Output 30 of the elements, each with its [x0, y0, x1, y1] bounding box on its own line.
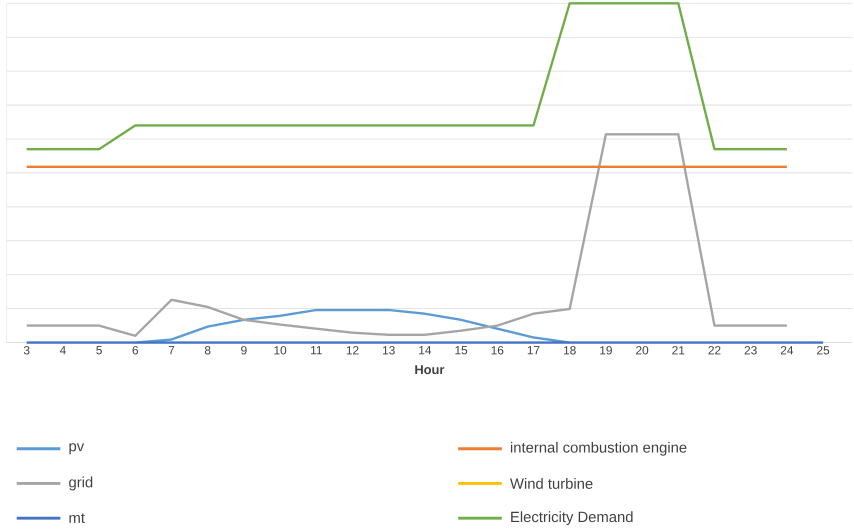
- x-tick-label: 20: [636, 346, 648, 354]
- x-tick-label: 3: [24, 346, 30, 354]
- x-tick-label: 15: [455, 346, 468, 354]
- legend-label: internal combustion engine: [510, 442, 686, 456]
- x-tick-label: 25: [817, 346, 830, 354]
- legend-label: grid: [69, 476, 92, 490]
- legend-label: mt: [69, 513, 85, 523]
- x-axis-title: Hour: [415, 365, 444, 374]
- x-tick-label: 12: [346, 346, 358, 354]
- x-tick-label: 14: [419, 346, 432, 354]
- x-tick-label: 6: [132, 346, 138, 354]
- x-tick-label: 17: [528, 346, 540, 354]
- x-tick-label: 11: [311, 346, 322, 354]
- x-tick-label: 22: [708, 346, 720, 354]
- x-tick-label: 18: [564, 346, 576, 354]
- x-tick-label: 4: [60, 346, 66, 354]
- x-tick-label: 13: [382, 346, 395, 354]
- x-tick-label: 9: [241, 346, 247, 354]
- x-tick-label: 24: [780, 346, 794, 354]
- legend-label: Wind turbine: [510, 478, 592, 489]
- x-tick-label: 19: [600, 346, 612, 354]
- x-tick-label: 16: [492, 346, 504, 354]
- x-tick-label: 7: [168, 346, 174, 354]
- x-tick-label: 5: [96, 346, 102, 354]
- legend-label: pv: [69, 443, 84, 454]
- legend-label: Electricity Demand: [511, 511, 633, 526]
- x-tick-label: 10: [274, 346, 286, 354]
- x-tick-label: 8: [204, 346, 210, 354]
- x-tick-label: 21: [672, 346, 684, 354]
- x-tick-label: 23: [744, 346, 757, 354]
